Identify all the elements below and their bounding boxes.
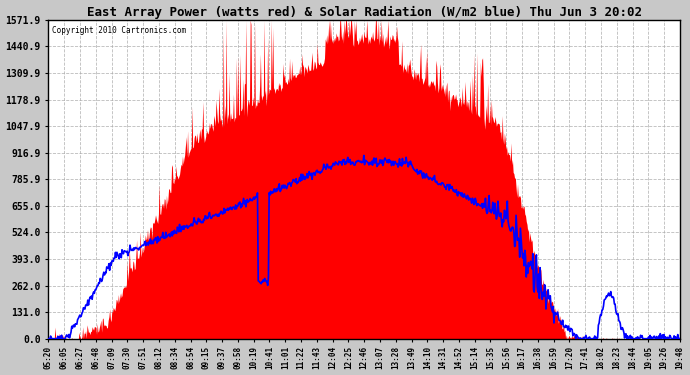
Title: East Array Power (watts red) & Solar Radiation (W/m2 blue) Thu Jun 3 20:02: East Array Power (watts red) & Solar Rad… <box>87 6 642 19</box>
Text: Copyright 2010 Cartronics.com: Copyright 2010 Cartronics.com <box>52 26 186 35</box>
